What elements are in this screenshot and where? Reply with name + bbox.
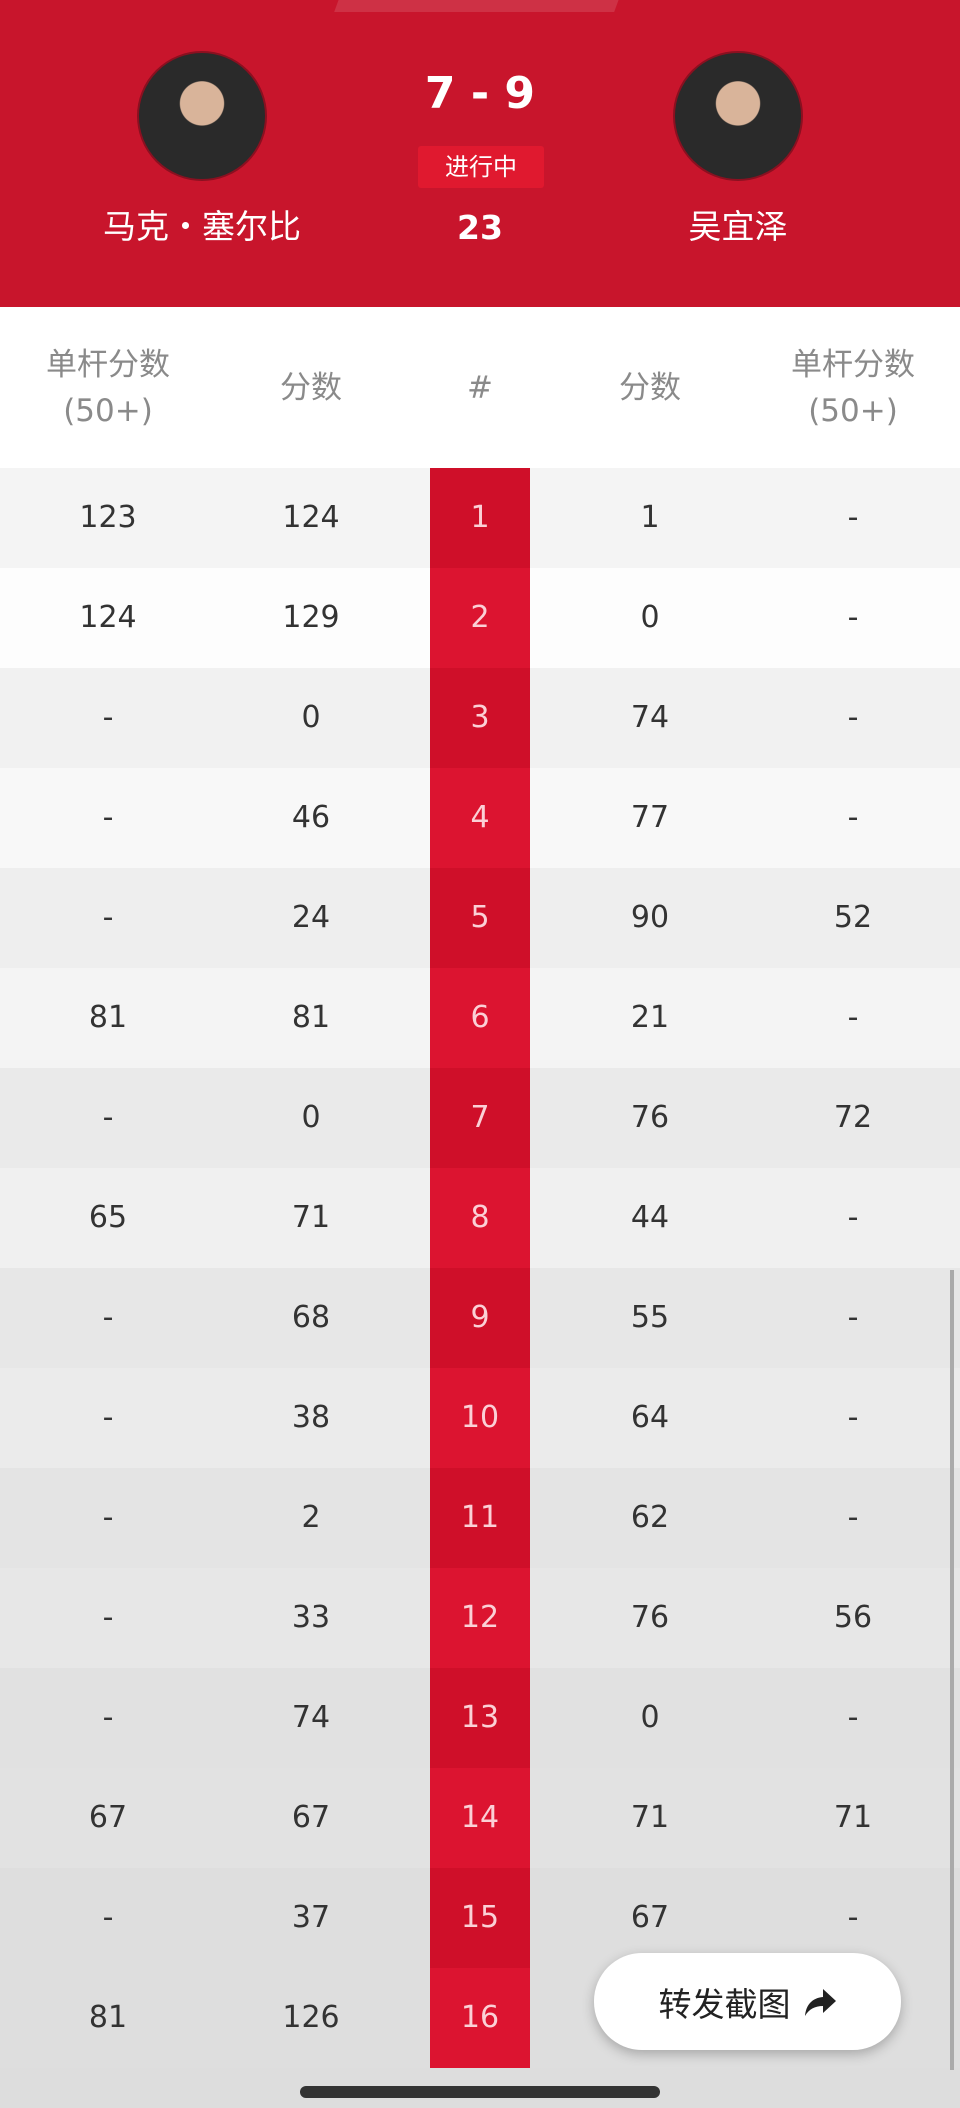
cell-left-score: 126 bbox=[282, 2000, 340, 2035]
cell-right-break: - bbox=[847, 1700, 859, 1735]
cell-right-break: 52 bbox=[833, 900, 873, 935]
cell-left-score: 74 bbox=[291, 1700, 331, 1735]
cell-left-break: - bbox=[102, 1900, 114, 1935]
cell-left-break: 67 bbox=[88, 1800, 128, 1835]
wst-logo bbox=[334, 0, 626, 12]
cell-left-break: 81 bbox=[88, 1000, 128, 1035]
cell-left-score: 71 bbox=[291, 1200, 331, 1235]
cell-right-break: - bbox=[847, 1900, 859, 1935]
cell-left-break: - bbox=[102, 700, 114, 735]
match-score: 7 - 9 bbox=[424, 68, 536, 119]
cell-left-break: - bbox=[102, 1700, 114, 1735]
cell-right-score: 21 bbox=[630, 1000, 670, 1035]
cell-left-score: 24 bbox=[291, 900, 331, 935]
cell-right-score: 1 bbox=[640, 500, 660, 535]
cell-frame: 7 bbox=[430, 1068, 530, 1168]
cell-left-break: 123 bbox=[79, 500, 137, 535]
cell-left-score: 81 bbox=[291, 1000, 331, 1035]
cell-left-score: 37 bbox=[291, 1900, 331, 1935]
avatar-right-player[interactable] bbox=[673, 51, 803, 181]
cell-left-break: - bbox=[102, 1400, 114, 1435]
cell-left-score: 124 bbox=[282, 500, 340, 535]
cell-frame: 10 bbox=[430, 1368, 530, 1468]
header-right-score: 分数 bbox=[619, 369, 681, 406]
cell-right-break: - bbox=[847, 1000, 859, 1035]
cell-right-score: 62 bbox=[630, 1500, 670, 1535]
cell-left-break: - bbox=[102, 800, 114, 835]
share-label: 转发截图 bbox=[658, 1984, 791, 2024]
cell-left-break: 124 bbox=[79, 600, 137, 635]
cell-left-break: - bbox=[102, 1600, 114, 1635]
cell-right-break: 72 bbox=[833, 1100, 873, 1135]
share-arrow-icon bbox=[804, 1988, 836, 2016]
player-right-name: 吴宜泽 bbox=[688, 207, 788, 246]
share-screenshot-button[interactable]: 转发截图 bbox=[594, 1953, 901, 2050]
cell-right-score: 76 bbox=[630, 1100, 670, 1135]
cell-right-break: - bbox=[847, 500, 859, 535]
cell-left-score: 33 bbox=[291, 1600, 331, 1635]
cell-frame: 1 bbox=[430, 468, 530, 568]
match-header: 马克・塞尔比 吴宜泽 7 - 9 进行中 23 bbox=[0, 0, 960, 307]
cell-right-score: 0 bbox=[640, 1700, 660, 1735]
header-right-break: 单杆分数 (50+) bbox=[791, 346, 915, 429]
cell-right-score: 71 bbox=[630, 1800, 670, 1835]
header-left-score: 分数 bbox=[280, 369, 342, 406]
cell-left-break: - bbox=[102, 1300, 114, 1335]
cell-frame: 14 bbox=[430, 1768, 530, 1868]
cell-left-score: 38 bbox=[291, 1400, 331, 1435]
current-frame: 23 bbox=[457, 208, 503, 247]
cell-right-score: 77 bbox=[630, 800, 670, 835]
cell-left-score: 0 bbox=[301, 1100, 321, 1135]
home-indicator bbox=[300, 2086, 660, 2098]
cell-right-score: 76 bbox=[630, 1600, 670, 1635]
cell-left-score: 67 bbox=[291, 1800, 331, 1835]
cell-frame: 6 bbox=[430, 968, 530, 1068]
cell-left-break: - bbox=[102, 1500, 114, 1535]
cell-frame: 2 bbox=[430, 568, 530, 668]
cell-frame: 11 bbox=[430, 1468, 530, 1568]
cell-right-score: 64 bbox=[630, 1400, 670, 1435]
header-left-break: 单杆分数 (50+) bbox=[46, 346, 170, 429]
cell-right-break: - bbox=[847, 1200, 859, 1235]
cell-left-score: 129 bbox=[282, 600, 340, 635]
cell-frame: 4 bbox=[430, 768, 530, 868]
cell-left-score: 68 bbox=[291, 1300, 331, 1335]
cell-frame: 13 bbox=[430, 1668, 530, 1768]
cell-right-score: 74 bbox=[630, 700, 670, 735]
cell-right-break: - bbox=[847, 1400, 859, 1435]
player-left-name: 马克・塞尔比 bbox=[103, 207, 301, 246]
cell-right-break: 56 bbox=[833, 1600, 873, 1635]
cell-right-break: - bbox=[847, 800, 859, 835]
cell-right-break: - bbox=[847, 1300, 859, 1335]
cell-left-break: 81 bbox=[88, 2000, 128, 2035]
cell-right-score: 44 bbox=[630, 1200, 670, 1235]
cell-left-break: 65 bbox=[88, 1200, 128, 1235]
cell-right-break: - bbox=[847, 700, 859, 735]
cell-frame: 15 bbox=[430, 1868, 530, 1968]
cell-right-score: 0 bbox=[640, 600, 660, 635]
cell-frame: 16 bbox=[430, 1968, 530, 2068]
cell-frame: 3 bbox=[430, 668, 530, 768]
cell-frame: 9 bbox=[430, 1268, 530, 1368]
avatar-left-player[interactable] bbox=[137, 51, 267, 181]
cell-right-break: - bbox=[847, 1500, 859, 1535]
table-header: 单杆分数 (50+) 分数 # 分数 单杆分数 (50+) bbox=[0, 307, 960, 468]
cell-left-break: - bbox=[102, 900, 114, 935]
cell-left-score: 46 bbox=[291, 800, 331, 835]
header-frame: # bbox=[467, 369, 493, 406]
cell-right-score: 55 bbox=[630, 1300, 670, 1335]
scrollbar[interactable] bbox=[950, 1270, 954, 2070]
cell-right-score: 90 bbox=[630, 900, 670, 935]
cell-left-score: 2 bbox=[301, 1500, 321, 1535]
cell-right-break: 71 bbox=[833, 1800, 873, 1835]
cell-left-break: - bbox=[102, 1100, 114, 1135]
cell-frame: 8 bbox=[430, 1168, 530, 1268]
cell-right-score: 67 bbox=[630, 1900, 670, 1935]
status-badge: 进行中 bbox=[418, 146, 544, 188]
cell-right-break: - bbox=[847, 600, 859, 635]
cell-frame: 12 bbox=[430, 1568, 530, 1668]
cell-left-score: 0 bbox=[301, 700, 321, 735]
cell-frame: 5 bbox=[430, 868, 530, 968]
